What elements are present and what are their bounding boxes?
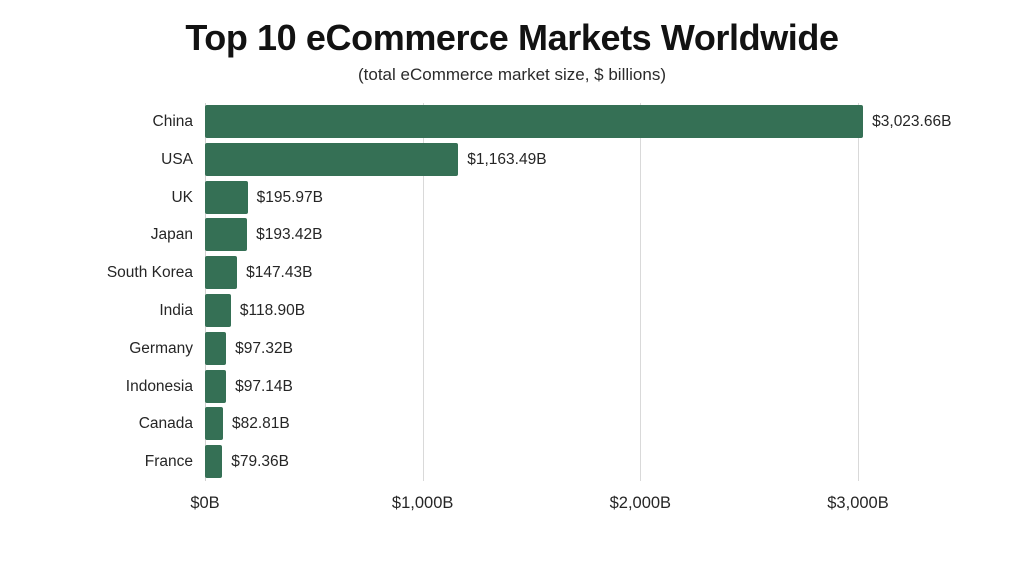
bar-value-label: $118.90B	[239, 302, 306, 319]
bar-row[interactable]: $1,163.49B	[205, 141, 858, 178]
category-label: Canada	[138, 415, 193, 433]
bar[interactable]	[205, 369, 227, 403]
category-label: India	[159, 302, 193, 319]
value-axis-tick-label: $0B	[190, 494, 220, 512]
bar[interactable]	[205, 294, 231, 327]
bar[interactable]	[205, 445, 223, 479]
bar[interactable]	[205, 105, 864, 138]
bar-value-label: $1,163.49B	[467, 150, 547, 168]
value-axis-tick-label: $1,000B	[391, 494, 454, 512]
category-label: Germany	[129, 339, 193, 357]
chart-subtitle: (total eCommerce market size, $ billions…	[358, 65, 666, 84]
bar-value-label: $147.43B	[246, 264, 313, 282]
bar-series: $3,023.66B $1,163.49B $195.97B $193.42B $147…	[205, 103, 951, 481]
bar-row[interactable]: $118.90B	[205, 292, 858, 329]
bar-value-label: $82.81B	[232, 415, 290, 433]
bar-row[interactable]: $82.81B	[205, 405, 858, 442]
bar[interactable]	[205, 142, 459, 176]
bar-row[interactable]: $193.42B	[205, 216, 858, 253]
bar-value-label: $3,023.66B	[872, 113, 952, 130]
category-label: South Korea	[106, 264, 193, 282]
category-label: France	[144, 453, 193, 471]
value-axis-tick-labels: $0B $1,000B $2,000B $3,000B	[190, 492, 888, 522]
bar-value-label: $97.14B	[235, 377, 293, 395]
category-label: UK	[171, 188, 193, 206]
category-label: Indonesia	[125, 377, 193, 395]
bar[interactable]	[205, 218, 248, 252]
value-axis-tick-label: $3,000B	[827, 494, 889, 512]
bar-row[interactable]: $79.36B	[205, 443, 858, 480]
category-label: Japan	[150, 226, 193, 244]
bar-row[interactable]: $97.14B	[205, 368, 858, 405]
bar-row[interactable]: $195.97B	[205, 179, 858, 216]
bar[interactable]	[205, 180, 248, 214]
bar-value-label: $193.42B	[256, 226, 323, 244]
value-axis-tick-label: $2,000B	[609, 494, 672, 512]
bar[interactable]	[205, 407, 224, 441]
category-label: USA	[161, 150, 193, 168]
bar-value-label: $195.97B	[256, 188, 324, 206]
plot-area: $3,023.66B $1,163.49B $195.97B $193.42B $147…	[205, 103, 951, 481]
bar[interactable]	[205, 256, 238, 290]
bar-row[interactable]: $147.43B	[205, 254, 858, 291]
bar-row[interactable]: $97.32B	[205, 330, 858, 367]
category-label: China	[152, 113, 194, 130]
bar-value-label: $97.32B	[235, 339, 293, 357]
category-axis-labels: China USA UK Japan South Korea India Germany In…	[0, 103, 193, 481]
bar[interactable]	[205, 331, 227, 365]
bar-row[interactable]: $3,023.66B	[205, 103, 951, 140]
chart-title: Top 10 eCommerce Markets Worldwide	[185, 17, 839, 58]
bar-value-label: $79.36B	[231, 453, 290, 471]
gridline	[858, 103, 859, 481]
